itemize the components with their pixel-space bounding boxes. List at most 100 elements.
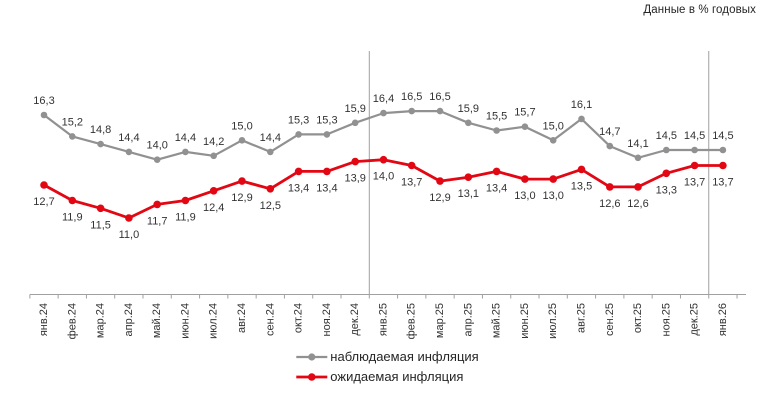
observed-value-label: 14,4 (175, 132, 196, 144)
expected-value-label: 13,5 (571, 180, 592, 192)
observed-data-point (578, 115, 585, 123)
expected-data-point (549, 175, 557, 183)
observed-value-label: 16,3 (33, 95, 54, 107)
expected-series-line (43, 158, 723, 220)
expected-value-label: 13,4 (486, 182, 507, 194)
observed-data-point (436, 107, 444, 115)
x-axis-label: ноя.24 (321, 303, 333, 336)
expected-value-label: 12,4 (203, 202, 224, 214)
observed-value-label: 15,9 (458, 103, 479, 115)
observed-data-point (465, 119, 472, 127)
expected-value-label: 11,7 (147, 215, 168, 227)
observed-value-label: 16,5 (429, 91, 450, 103)
legend-item-observed: наблюдаемая инфляция (295, 349, 479, 364)
expected-value-label: 11,0 (119, 229, 140, 241)
observed-data-point (691, 146, 698, 154)
observed-data-point (493, 127, 500, 134)
legend-item-expected: ожидаемая инфляция (295, 369, 463, 384)
x-axis-label: окт.25 (632, 303, 644, 333)
observed-data-point (408, 107, 416, 115)
observed-data-point (634, 154, 642, 162)
observed-value-label: 16,1 (571, 99, 592, 111)
observed-data-point (606, 142, 614, 150)
x-axis-label: дек.25 (689, 303, 701, 336)
x-axis-label: мар.25 (434, 303, 446, 338)
expected-data-point (96, 204, 105, 213)
expected-value-label: 13,0 (542, 190, 563, 202)
observed-value-label: 14,4 (260, 132, 281, 144)
observed-data-point (549, 137, 557, 144)
x-axis-label: фев.25 (406, 303, 418, 339)
x-axis-label: ноя.25 (660, 303, 672, 336)
observed-value-label: 14,8 (90, 124, 111, 136)
expected-value-label: 13,4 (288, 182, 309, 194)
expected-value-label: 12,9 (429, 192, 450, 204)
observed-value-label: 14,5 (712, 130, 733, 142)
expected-data-point (209, 187, 218, 195)
x-axis-label: дек.24 (349, 303, 361, 336)
observed-value-label: 14,7 (599, 126, 620, 138)
observed-data-point (238, 137, 246, 144)
legend-label-expected: ожидаемая инфляция (330, 369, 464, 384)
observed-value-label: 15,5 (486, 111, 507, 123)
expected-value-label: 13,7 (684, 177, 705, 189)
x-axis-label: янв.25 (378, 303, 390, 336)
x-axis-label: май.24 (151, 303, 163, 338)
expected-data-point (407, 161, 416, 170)
expected-data-point (40, 181, 48, 189)
x-axis-label: июл.24 (208, 303, 220, 339)
observed-value-label: 15,2 (62, 116, 83, 128)
expected-value-label: 12,9 (231, 192, 252, 204)
x-axis-label: фев.24 (66, 303, 78, 339)
observed-value-label: 14,2 (203, 136, 224, 148)
observed-value-label: 15,0 (231, 120, 252, 132)
observed-value-label: 15,3 (288, 114, 309, 126)
x-axis-label: апр.25 (462, 303, 474, 336)
x-axis-label: авг.25 (576, 303, 588, 333)
expected-value-label: 11,5 (90, 219, 111, 231)
expected-data-point (323, 167, 331, 176)
x-axis-label: июл.25 (547, 303, 559, 339)
expected-data-point (294, 167, 303, 176)
expected-value-label: 13,4 (316, 182, 337, 194)
observed-value-label: 14,1 (627, 138, 648, 150)
observed-data-point (69, 133, 76, 140)
observed-value-label: 16,4 (373, 93, 394, 105)
observed-value-label: 14,5 (656, 130, 677, 142)
expected-data-point (266, 185, 275, 193)
expected-data-point (125, 214, 133, 222)
x-axis-label: июн.25 (519, 303, 531, 339)
expected-data-point (577, 165, 586, 174)
chart-legend: наблюдаемая инфляция ожидаемая инфляция (295, 349, 479, 384)
x-axis-label: окт.24 (293, 303, 305, 333)
expected-data-point (492, 167, 501, 176)
expected-value-label: 12,5 (260, 200, 281, 212)
observed-data-point (380, 109, 387, 117)
observed-data-point (125, 148, 133, 156)
observed-value-label: 16,5 (401, 91, 422, 103)
x-axis-label: янв.26 (717, 303, 729, 336)
chart-units-note: Данные в % годовых (643, 4, 756, 16)
observed-data-point (323, 131, 331, 138)
expected-series-swatch-icon (296, 372, 328, 381)
expected-value-label: 13,7 (401, 177, 422, 189)
observed-data-point (521, 123, 529, 130)
observed-value-label: 14,5 (684, 130, 705, 142)
expected-value-label: 14,0 (373, 171, 394, 183)
observed-data-point (719, 146, 727, 154)
observed-data-point (182, 148, 189, 156)
observed-series-swatch-icon (296, 352, 328, 361)
x-axis-label: апр.24 (123, 303, 135, 336)
expected-value-label: 12,6 (599, 198, 620, 210)
observed-value-label: 14,0 (146, 140, 167, 152)
expected-value-label: 13,9 (344, 173, 365, 185)
expected-data-point (690, 161, 699, 170)
expected-value-label: 13,1 (458, 188, 479, 200)
observed-data-point (267, 148, 274, 156)
x-axis-label: сен.25 (604, 303, 616, 336)
expected-data-point (521, 175, 529, 183)
plot-area: 16,3 15,2 14,8 14,4 14,0 14,4 14,2 15,0 14,4 15,3… (29, 51, 746, 339)
expected-data-point (153, 200, 161, 209)
observed-data-point (97, 140, 104, 148)
